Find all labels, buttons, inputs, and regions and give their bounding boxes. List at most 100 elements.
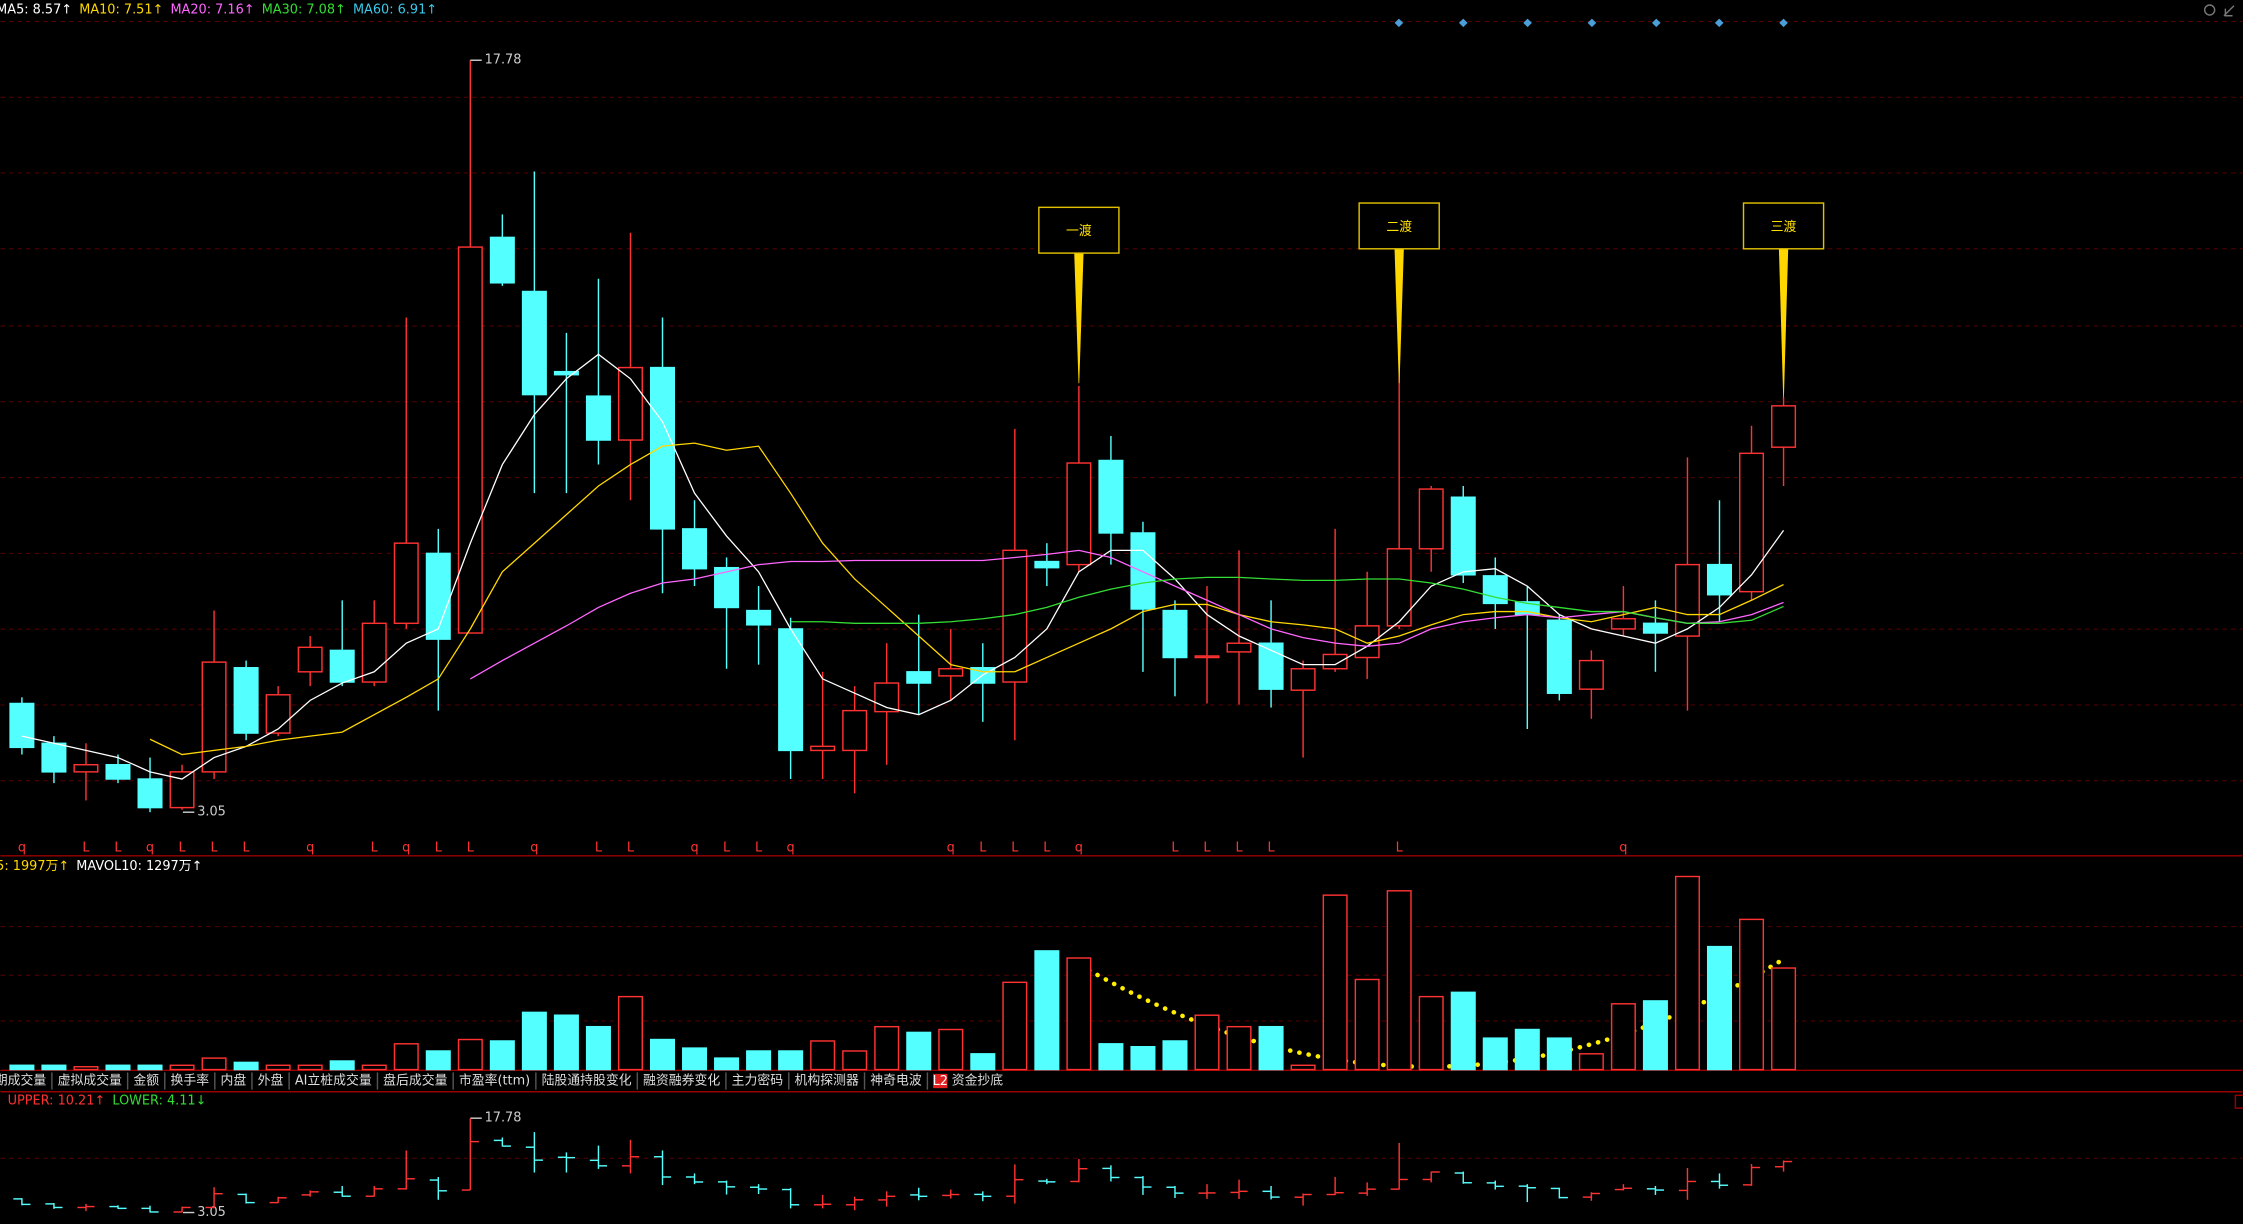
candle-body xyxy=(489,236,515,284)
signal-label: L xyxy=(435,840,443,855)
legend-entry: MA10: 7.51↑ xyxy=(79,3,163,18)
volume-bar xyxy=(938,1028,964,1071)
signal-label: L xyxy=(627,840,635,855)
toolbar-tab[interactable]: 神奇电波 xyxy=(870,1073,922,1089)
volume-bar xyxy=(1290,1064,1316,1071)
signal-label: L xyxy=(1235,840,1243,855)
volume-bar xyxy=(649,1038,676,1071)
signal-label: L xyxy=(114,840,122,855)
toolbar-tab[interactable]: 期成交量 xyxy=(0,1073,46,1089)
candle-body xyxy=(1450,496,1476,576)
signal-label: q xyxy=(530,840,538,855)
toolbar-tab[interactable]: 陆股通持股变化 xyxy=(542,1073,632,1089)
volume-bar xyxy=(1194,1014,1220,1071)
expand-icon[interactable] xyxy=(2223,5,2235,17)
marker[interactable] xyxy=(1779,18,1788,28)
legend-entry: 5: 1997万↑ xyxy=(0,859,69,874)
moving-average-line xyxy=(790,576,1784,624)
marker[interactable] xyxy=(1587,18,1597,28)
candle-body xyxy=(457,246,483,634)
volume-bar xyxy=(1418,995,1444,1071)
settings-icon[interactable] xyxy=(2203,4,2216,16)
candle-body xyxy=(938,668,964,677)
volume-bar xyxy=(393,1043,419,1071)
volume-bar xyxy=(41,1064,67,1071)
toolbar-tab[interactable]: 金额 xyxy=(133,1073,159,1089)
annotation-label: 二渡 xyxy=(1386,219,1412,235)
candle-body xyxy=(1162,609,1188,659)
volume-bar xyxy=(1674,875,1700,1071)
candle-body xyxy=(1418,488,1444,550)
candle-body xyxy=(1322,653,1348,670)
candle-body xyxy=(746,609,772,626)
volume-bar xyxy=(297,1064,323,1071)
toolbar-tab[interactable]: 主力密码 xyxy=(732,1073,784,1089)
toolbar-tab[interactable]: 资金抄底 xyxy=(952,1073,1004,1089)
volume-bar xyxy=(1739,918,1765,1071)
toolbar-tab[interactable]: 内盘 xyxy=(221,1073,247,1089)
signal-label: L xyxy=(210,840,218,855)
moving-average-line xyxy=(470,549,1784,680)
annotation-label: 一渡 xyxy=(1066,223,1092,239)
signal-label: q xyxy=(690,840,698,855)
volume-bar xyxy=(425,1050,451,1071)
candle-body xyxy=(9,702,35,749)
candle-body xyxy=(1130,532,1156,610)
candle-body xyxy=(169,771,195,809)
volume-bar xyxy=(489,1040,515,1071)
panel-button[interactable] xyxy=(2234,1094,2243,1109)
signal-label: q xyxy=(306,840,314,855)
signal-label: L xyxy=(1011,840,1019,855)
annotation-label: 三渡 xyxy=(1771,219,1797,235)
candle-body xyxy=(1674,563,1700,637)
signal-label: q xyxy=(1075,840,1083,855)
legend-entry: MA30: 7.08↑ xyxy=(262,3,346,18)
toolbar-tab[interactable]: 市盈率(ttm) xyxy=(459,1073,530,1089)
toolbar-tab[interactable]: 虚拟成交量 xyxy=(58,1073,122,1089)
candle-body xyxy=(73,764,99,773)
candle-body xyxy=(1771,405,1797,448)
signal-label: L xyxy=(243,840,251,855)
candle-body xyxy=(521,290,547,396)
toolbar-tab[interactable]: 换手率 xyxy=(171,1073,210,1089)
candle-body xyxy=(714,566,740,609)
marker[interactable] xyxy=(1458,18,1468,28)
min-label: 3.05 xyxy=(197,805,226,820)
marker[interactable] xyxy=(1651,18,1661,28)
volume-bar xyxy=(714,1057,740,1071)
volume-bar xyxy=(617,995,643,1071)
volume-bar xyxy=(1066,957,1092,1071)
candle-body xyxy=(361,622,387,683)
volume-bar xyxy=(1226,1025,1252,1071)
grid xyxy=(0,20,2243,1159)
marker[interactable] xyxy=(1523,18,1532,28)
candle-body xyxy=(1066,462,1092,566)
signal-label: L xyxy=(595,840,603,855)
toolbar-tab[interactable]: 外盘 xyxy=(258,1073,284,1089)
signal-label: L xyxy=(1267,840,1275,855)
toolbar-tab[interactable]: AI立桩成交量 xyxy=(295,1073,372,1089)
volume-bar xyxy=(1322,894,1348,1071)
marker[interactable] xyxy=(1714,18,1724,28)
candle-body xyxy=(1578,659,1604,690)
volume-bar xyxy=(1610,1003,1636,1071)
volume-bar xyxy=(842,1050,868,1071)
volume-bar xyxy=(233,1061,259,1071)
candle-body xyxy=(1610,618,1636,630)
toolbar-tab[interactable]: 盘后成交量 xyxy=(383,1073,447,1089)
volume-bar xyxy=(1162,1040,1188,1071)
candle-body xyxy=(906,671,932,684)
marker[interactable] xyxy=(1394,18,1404,28)
volume-bar xyxy=(1450,991,1476,1071)
signal-label: q xyxy=(402,840,410,855)
window-icons xyxy=(2203,4,2243,1109)
volume-bar xyxy=(9,1064,35,1071)
volume-bar xyxy=(553,1014,579,1071)
candle-body xyxy=(1226,642,1252,653)
volume-bar xyxy=(746,1050,772,1071)
toolbar-tab[interactable]: 机构探测器 xyxy=(795,1074,859,1089)
candle-body xyxy=(297,646,323,673)
toolbar-tab[interactable]: 融资融券变化 xyxy=(643,1073,720,1089)
